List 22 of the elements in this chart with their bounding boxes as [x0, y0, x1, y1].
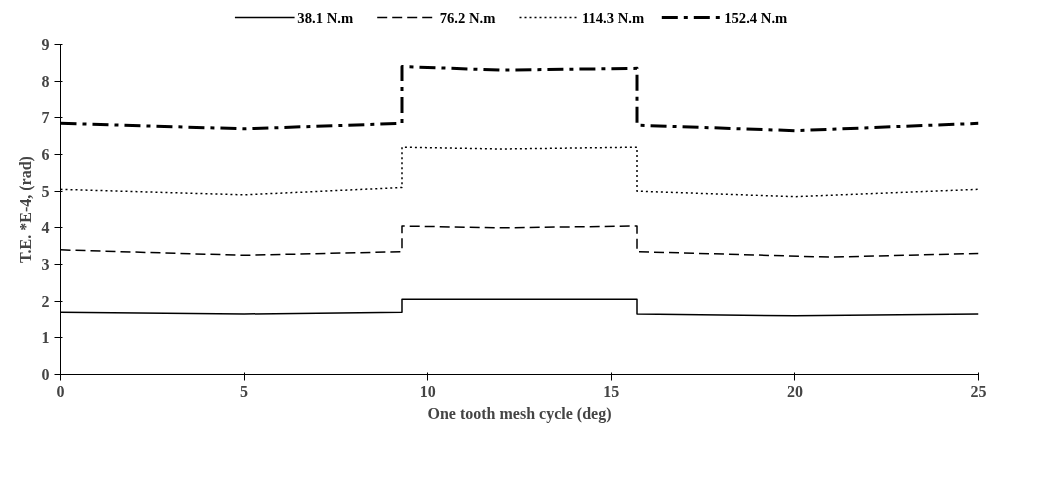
- x-tick-label: 10: [419, 382, 436, 400]
- x-tick-label: 25: [970, 382, 987, 400]
- y-tick-label: 9: [41, 36, 50, 53]
- x-tick-label: 0: [56, 382, 65, 400]
- x-axis-title: One tooth mesh cycle (deg): [427, 404, 612, 423]
- y-axis-title: T.E. *E-4, (rad): [16, 156, 35, 263]
- y-tick-label: 2: [41, 292, 50, 310]
- legend-label: 76.2 N.m: [439, 9, 496, 26]
- y-tick-label: 0: [41, 366, 50, 383]
- legend-label: 38.1 N.m: [297, 9, 354, 26]
- x-tick-label: 20: [786, 382, 803, 400]
- legend-label: 152.4 N.m: [724, 9, 788, 26]
- y-tick-label: 5: [41, 182, 50, 200]
- y-tick-label: 4: [41, 219, 50, 237]
- y-tick-label: 1: [41, 329, 50, 347]
- y-tick-label: 7: [41, 109, 50, 127]
- y-tick-label: 6: [41, 146, 50, 163]
- x-tick-label: 5: [240, 382, 249, 400]
- y-tick-label: 8: [41, 72, 50, 90]
- x-tick-label: 15: [603, 382, 620, 400]
- legend-label: 114.3 N.m: [581, 9, 645, 26]
- y-tick-label: 3: [41, 256, 50, 273]
